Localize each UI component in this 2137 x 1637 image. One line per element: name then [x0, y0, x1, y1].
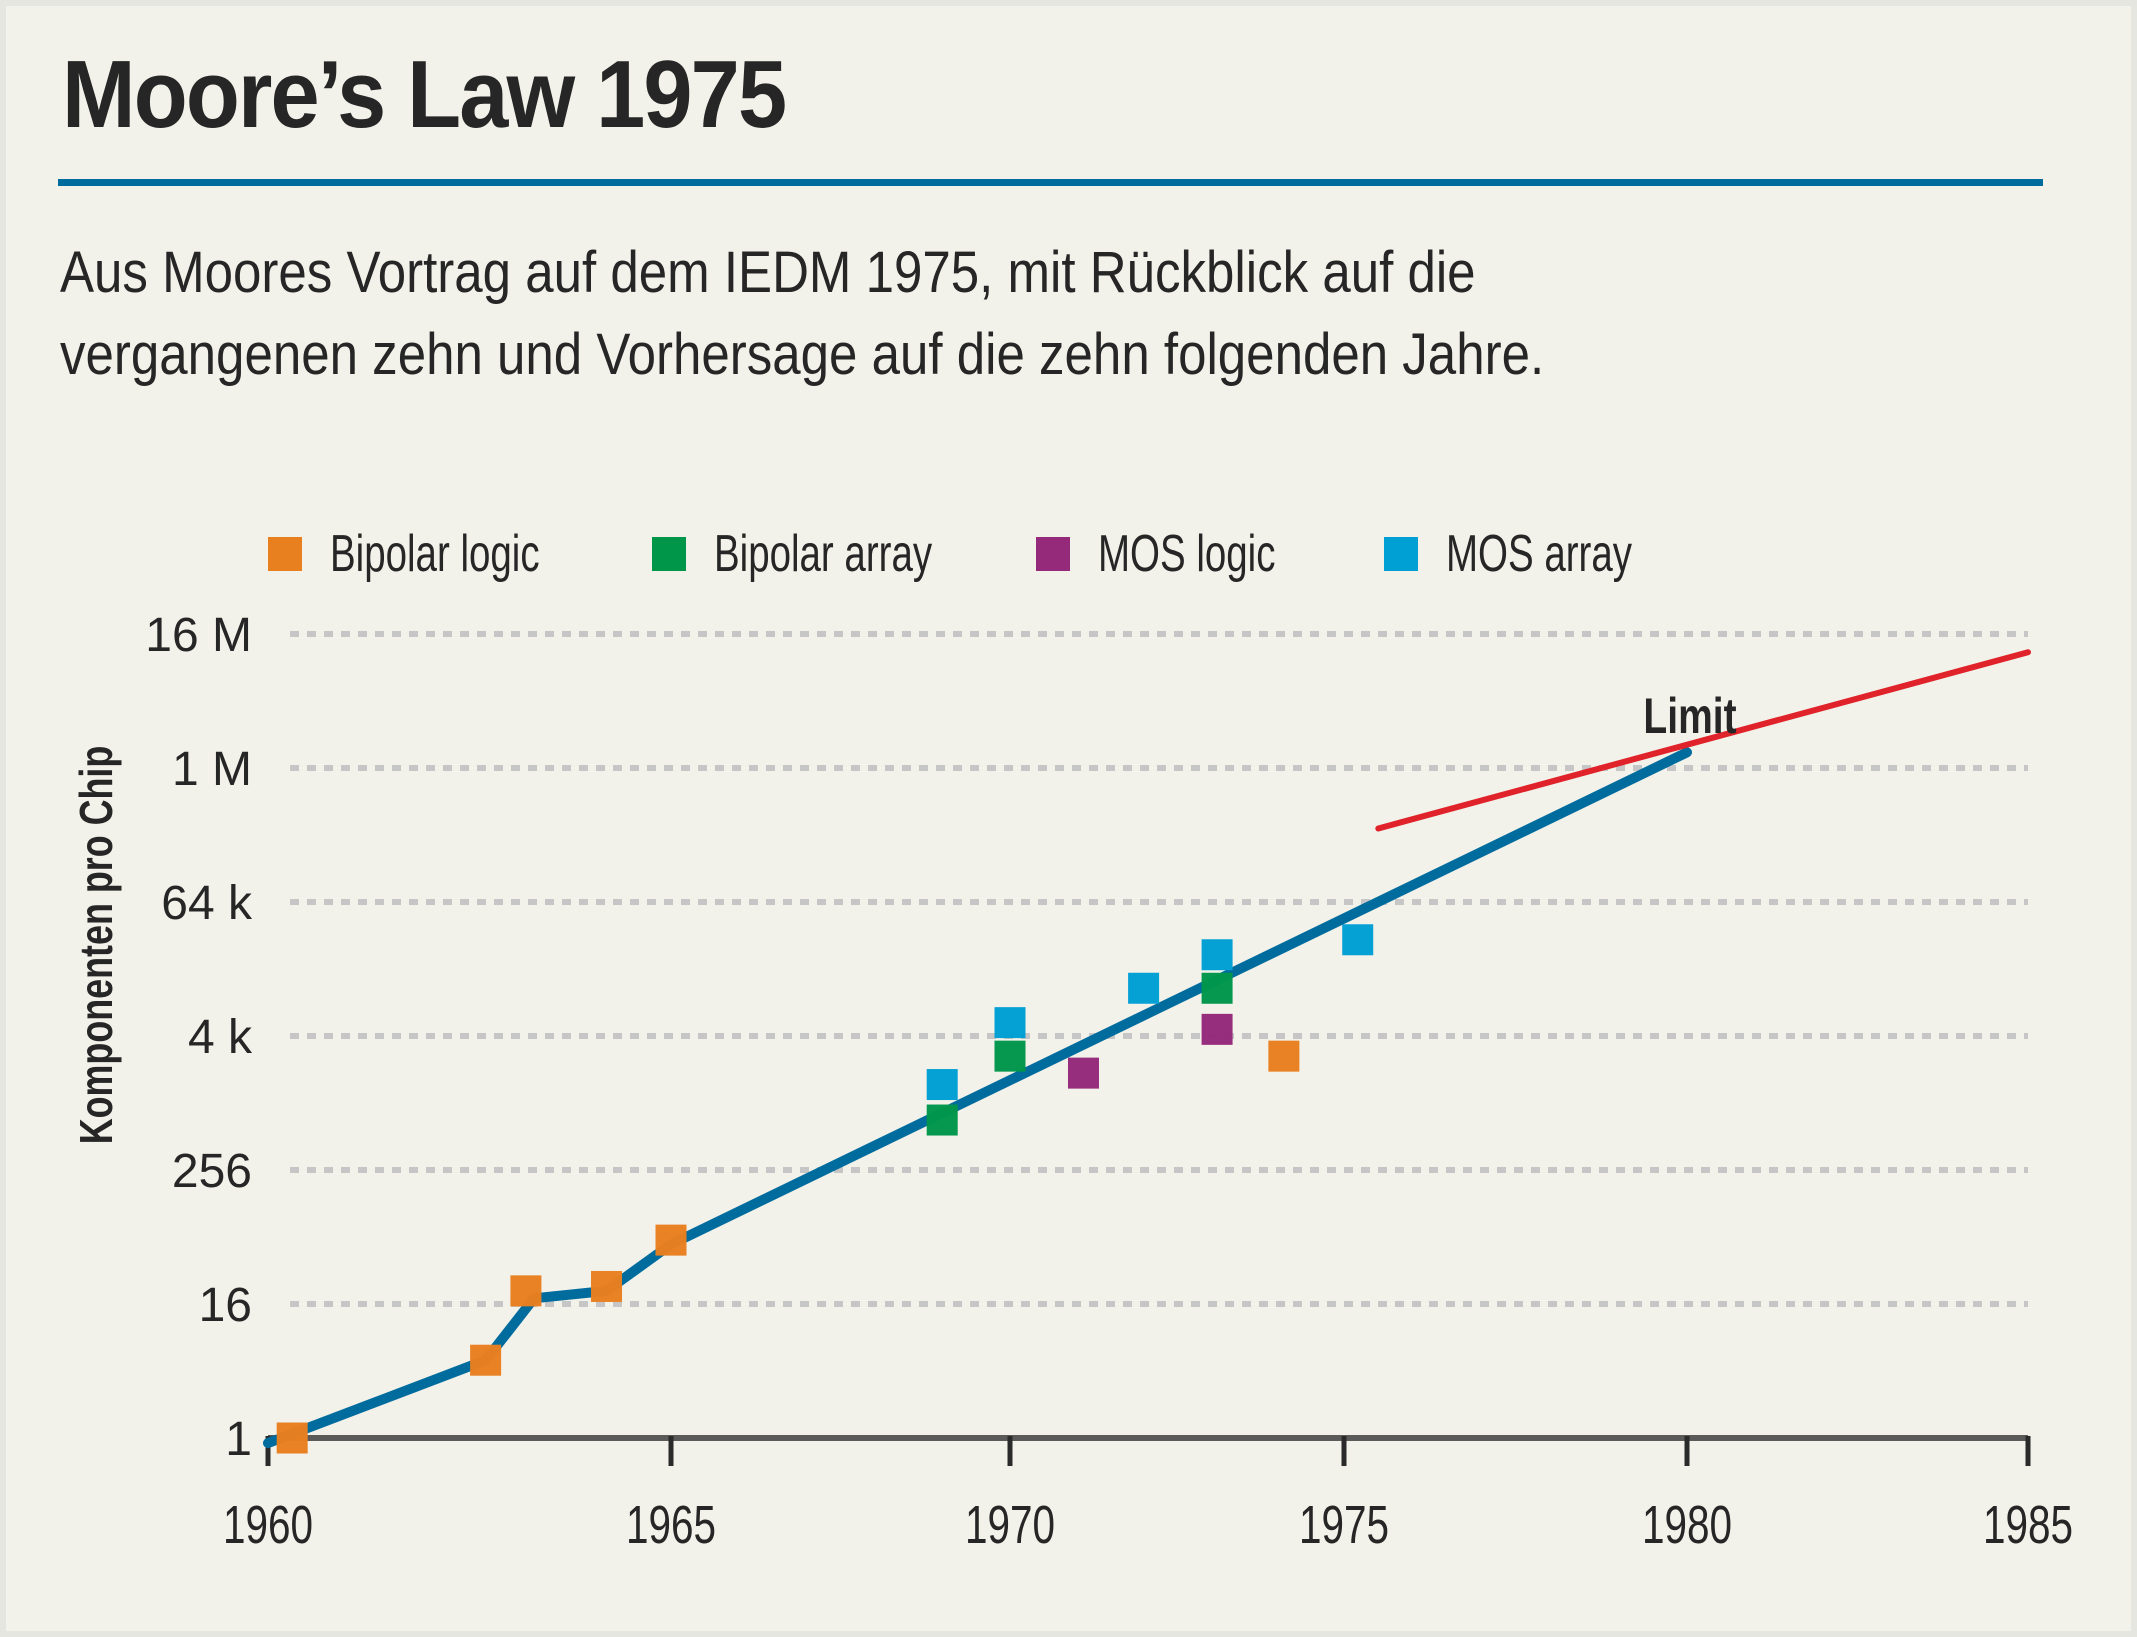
data-point-bipolar-array [926, 1104, 958, 1136]
x-tick-label: 1970 [965, 1495, 1055, 1555]
data-points [276, 924, 1374, 1454]
y-tick-label: 64 k [161, 877, 253, 930]
grid-lines [290, 631, 2028, 1307]
data-point-mos-array [994, 1007, 1026, 1039]
data-point-bipolar-logic [591, 1270, 623, 1302]
data-point-mos-array [1201, 939, 1233, 971]
data-point-bipolar-logic [1268, 1040, 1300, 1072]
y-tick-label: 256 [172, 1145, 252, 1198]
y-tick-label: 4 k [188, 1011, 253, 1064]
y-tick-label: 16 [199, 1279, 252, 1332]
data-point-mos-logic [1201, 1013, 1233, 1045]
y-tick-labels: 1 16 256 4 k 64 k 1 M 16 M [145, 609, 253, 1466]
page-title: Moore’s Law 1975 [62, 41, 787, 148]
legend-label: Bipolar array [714, 524, 932, 582]
x-tick-label: 1980 [1642, 1495, 1732, 1555]
data-point-mos-array [926, 1069, 958, 1101]
x-axis: 1960 1965 1970 1975 1980 1985 [223, 1435, 2073, 1555]
y-tick-label: 16 M [145, 609, 252, 662]
legend-swatch [1036, 537, 1070, 571]
legend: Bipolar logic Bipolar array MOS logic MOS a… [268, 524, 1632, 582]
subtitle-line-1: Aus Moores Vortrag auf dem IEDM 1975, mi… [60, 240, 1476, 305]
data-point-mos-array [1342, 924, 1374, 956]
legend-label: Bipolar logic [330, 524, 540, 582]
data-point-bipolar-logic [510, 1275, 542, 1307]
y-axis-label: Komponenten pro Chip [71, 746, 122, 1145]
y-tick-label: 1 M [172, 743, 252, 796]
legend-label: MOS logic [1098, 524, 1275, 582]
data-point-bipolar-logic [276, 1422, 308, 1454]
legend-swatch [1384, 537, 1418, 571]
y-tick-label: 1 [225, 1413, 252, 1466]
x-tick-label: 1985 [1983, 1495, 2073, 1555]
data-point-bipolar-logic [470, 1344, 502, 1376]
legend-label: MOS array [1446, 524, 1632, 582]
legend-swatch [652, 537, 686, 571]
title-divider [58, 179, 2043, 186]
data-point-bipolar-array [1201, 972, 1233, 1004]
x-tick-label: 1965 [626, 1495, 716, 1555]
trend-line [263, 747, 1692, 1449]
data-point-bipolar-array [994, 1040, 1026, 1072]
limit-line [1375, 649, 2031, 832]
series-lines: Limit [263, 649, 2031, 1449]
subtitle: Aus Moores Vortrag auf dem IEDM 1975, mi… [60, 232, 1544, 396]
data-point-bipolar-logic [655, 1224, 687, 1256]
data-point-mos-logic [1067, 1057, 1099, 1089]
legend-swatch [268, 537, 302, 571]
x-tick-label: 1960 [223, 1495, 313, 1555]
limit-label: Limit [1643, 687, 1736, 744]
subtitle-line-2: vergangenen zehn und Vorhersage auf die … [60, 322, 1545, 387]
chart-card [6, 6, 2131, 1631]
x-tick-label: 1975 [1299, 1495, 1389, 1555]
data-point-mos-array [1128, 972, 1160, 1004]
